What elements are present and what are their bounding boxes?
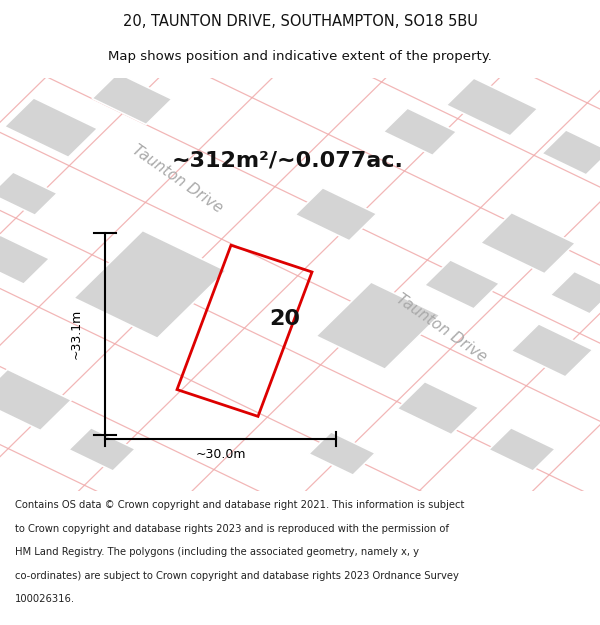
Polygon shape: [308, 432, 376, 475]
Polygon shape: [383, 108, 457, 156]
Text: HM Land Registry. The polygons (including the associated geometry, namely x, y: HM Land Registry. The polygons (includin…: [15, 547, 419, 557]
Text: Taunton Drive: Taunton Drive: [393, 291, 489, 364]
Text: 100026316.: 100026316.: [15, 594, 75, 604]
Polygon shape: [550, 271, 600, 314]
Text: 20: 20: [269, 309, 301, 329]
Text: ~33.1m: ~33.1m: [70, 309, 83, 359]
Polygon shape: [481, 213, 575, 274]
Polygon shape: [92, 73, 172, 124]
Polygon shape: [446, 78, 538, 136]
Text: co-ordinates) are subject to Crown copyright and database rights 2023 Ordnance S: co-ordinates) are subject to Crown copyr…: [15, 571, 459, 581]
Polygon shape: [425, 260, 499, 309]
Polygon shape: [511, 324, 593, 377]
Text: ~30.0m: ~30.0m: [195, 448, 246, 461]
Polygon shape: [0, 369, 71, 431]
Polygon shape: [0, 235, 49, 284]
Polygon shape: [0, 172, 58, 215]
Text: Taunton Drive: Taunton Drive: [129, 142, 225, 216]
Polygon shape: [488, 428, 556, 471]
Polygon shape: [542, 130, 600, 175]
Polygon shape: [397, 382, 479, 434]
Text: ~312m²/~0.077ac.: ~312m²/~0.077ac.: [172, 151, 404, 171]
Polygon shape: [74, 231, 226, 338]
Text: 20, TAUNTON DRIVE, SOUTHAMPTON, SO18 5BU: 20, TAUNTON DRIVE, SOUTHAMPTON, SO18 5BU: [122, 14, 478, 29]
Text: Map shows position and indicative extent of the property.: Map shows position and indicative extent…: [108, 50, 492, 62]
Polygon shape: [316, 282, 440, 369]
Polygon shape: [4, 98, 98, 158]
Text: Contains OS data © Crown copyright and database right 2021. This information is : Contains OS data © Crown copyright and d…: [15, 500, 464, 510]
Text: to Crown copyright and database rights 2023 and is reproduced with the permissio: to Crown copyright and database rights 2…: [15, 524, 449, 534]
Polygon shape: [295, 188, 377, 241]
Polygon shape: [68, 428, 136, 471]
